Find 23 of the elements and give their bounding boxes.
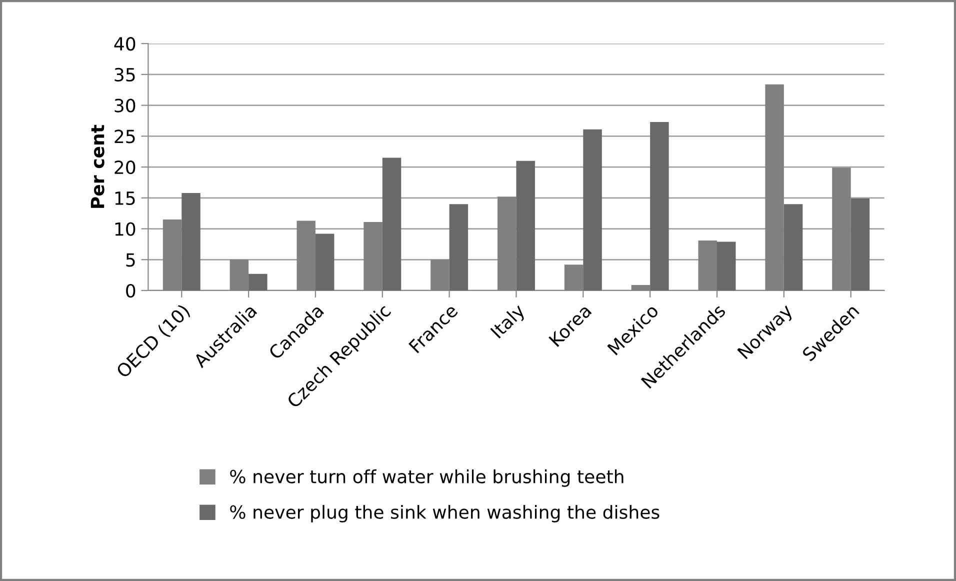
bar <box>516 160 535 290</box>
legend-label: % never turn off water while brushing teeth <box>230 469 624 487</box>
bar <box>449 204 468 290</box>
bar <box>382 158 402 290</box>
bar <box>850 198 870 290</box>
bar <box>315 234 334 290</box>
y-axis-title: Per cent <box>90 124 104 208</box>
bar <box>717 242 736 290</box>
y-tick-label: 10 <box>115 222 136 236</box>
legend-label: % never plug the sink when washing the dishes <box>230 504 660 522</box>
bar <box>583 129 602 290</box>
bar <box>182 192 200 290</box>
y-tick-label: 35 <box>114 68 135 82</box>
bar <box>784 204 803 290</box>
y-tick-label: 5 <box>126 253 135 267</box>
y-tick-label: 0 <box>126 284 136 298</box>
y-tick-label: 40 <box>114 37 136 51</box>
y-tick-label: 25 <box>114 130 135 144</box>
y-tick-label: 30 <box>114 98 136 112</box>
bar <box>650 122 669 290</box>
y-tick-label: 15 <box>115 192 135 206</box>
y-tick-label: 20 <box>114 160 136 174</box>
bar <box>248 274 268 290</box>
